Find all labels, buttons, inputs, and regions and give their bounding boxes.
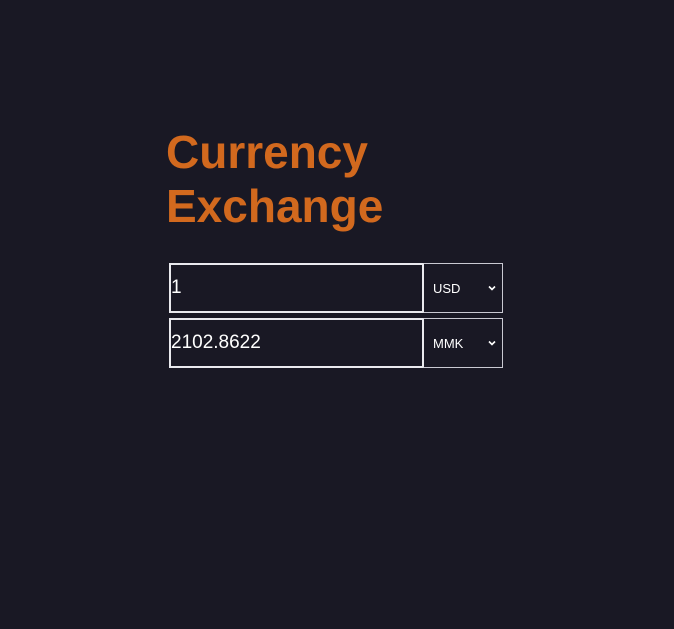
- from-currency-select[interactable]: USD: [423, 263, 503, 313]
- page-title: Currency Exchange: [166, 125, 406, 233]
- to-row: MMK: [169, 318, 503, 368]
- chevron-down-icon: [487, 338, 497, 348]
- chevron-down-icon: [487, 283, 497, 293]
- from-row: USD: [169, 263, 503, 313]
- to-currency-select[interactable]: MMK: [423, 318, 503, 368]
- to-currency-value: MMK: [433, 335, 464, 351]
- from-amount-input[interactable]: [169, 263, 423, 313]
- converter-form: USD MMK: [169, 263, 503, 373]
- currency-exchange-app: Currency Exchange USD MMK: [166, 125, 506, 368]
- title-line-2: Exchange: [166, 180, 384, 232]
- from-currency-value: USD: [433, 280, 461, 296]
- to-amount-input[interactable]: [169, 318, 423, 368]
- title-line-1: Currency: [166, 126, 368, 178]
